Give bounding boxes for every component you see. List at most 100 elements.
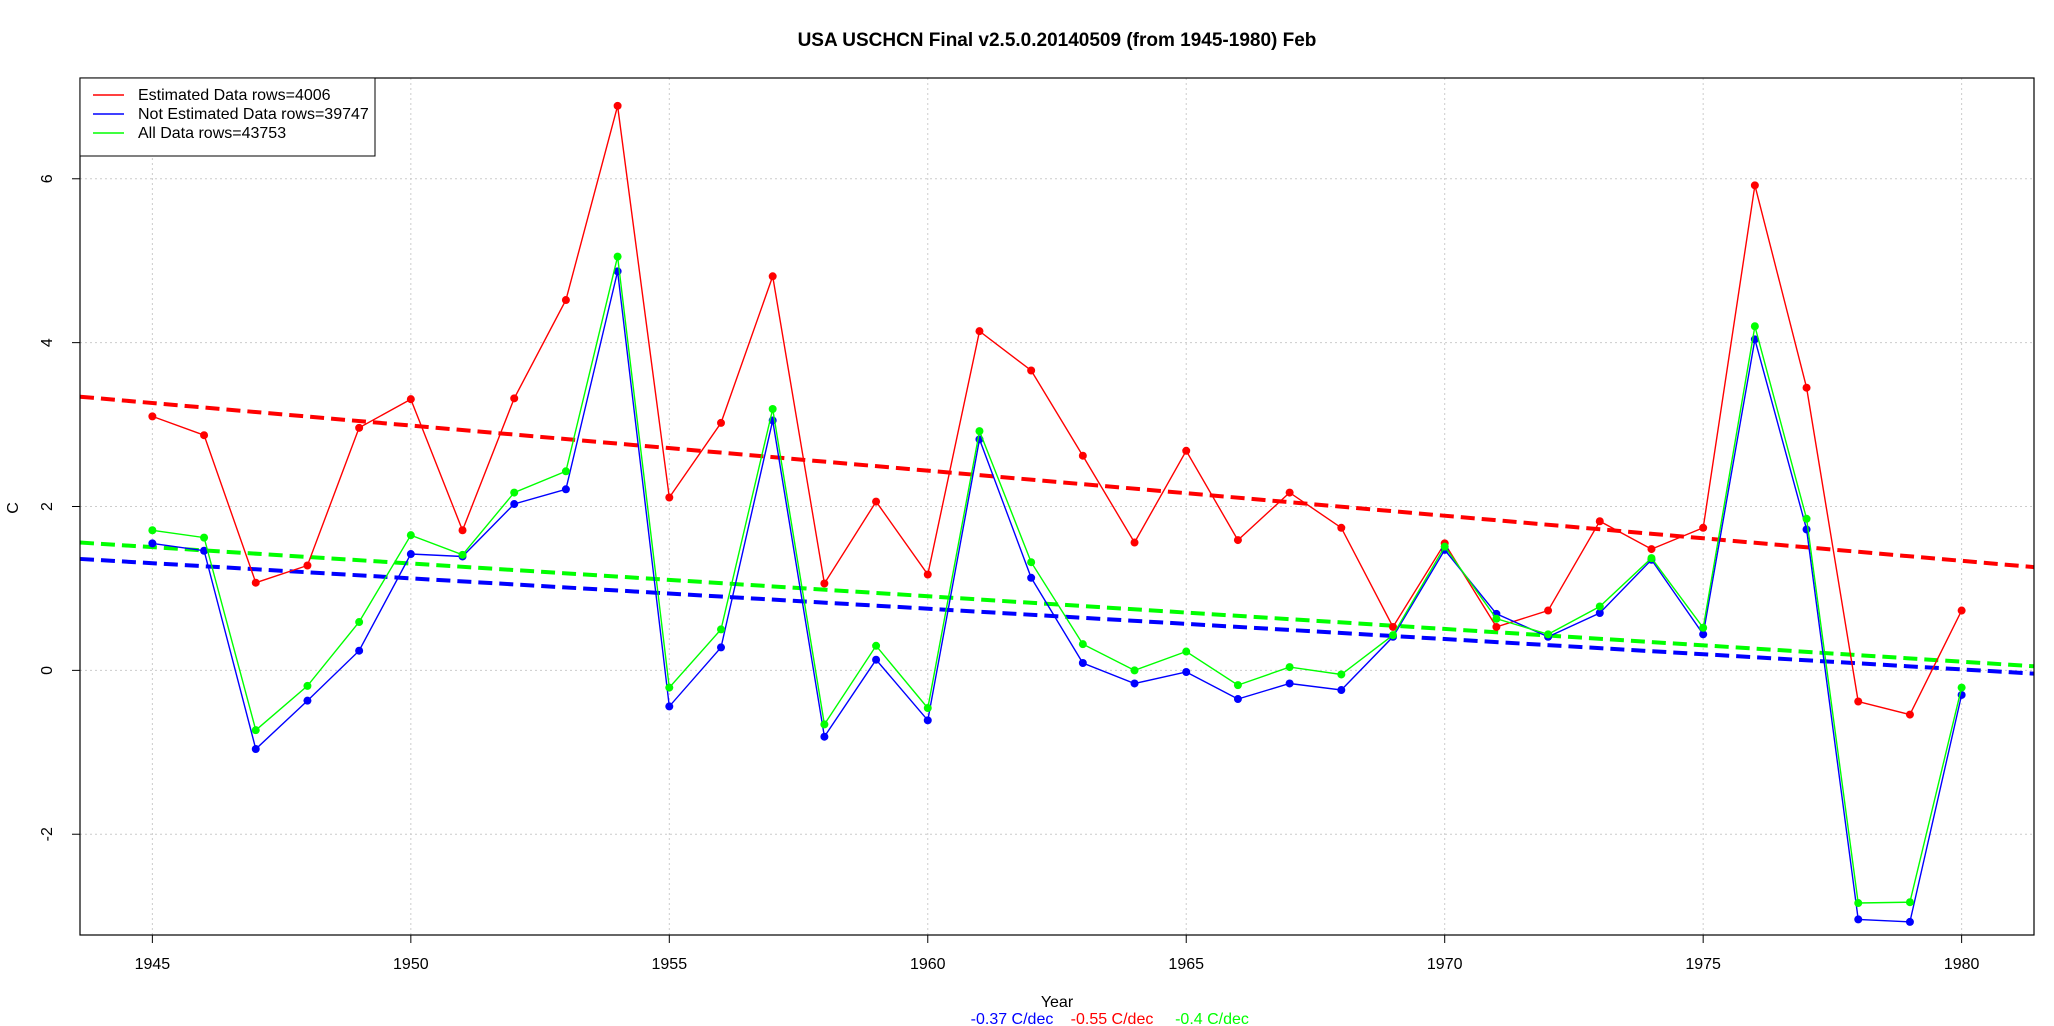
x-tick-label: 1960 <box>910 956 946 973</box>
data-point <box>303 681 312 690</box>
data-point <box>1905 710 1914 719</box>
data-point <box>1130 666 1139 675</box>
data-point <box>975 427 984 436</box>
data-point <box>251 726 260 735</box>
data-point <box>406 550 415 559</box>
data-point <box>355 423 364 432</box>
y-tick-label: 2 <box>39 502 56 511</box>
data-point <box>613 252 622 261</box>
trend-line <box>79 556 2035 676</box>
x-tick-label: 1975 <box>1685 956 1721 973</box>
trend-summary: -0.37 C/dec -0.55 C/dec -0.4 C/dec <box>971 1011 1249 1026</box>
data-point <box>1647 554 1656 563</box>
data-point <box>1854 899 1863 908</box>
legend-label: Not Estimated Data rows=39747 <box>138 106 369 123</box>
data-point <box>1699 630 1708 639</box>
data-point <box>1854 697 1863 706</box>
data-point <box>665 683 674 692</box>
data-point <box>458 550 467 559</box>
data-point <box>1027 573 1036 582</box>
legend-box <box>79 77 376 157</box>
data-point <box>1078 640 1087 649</box>
data-point <box>1647 545 1656 554</box>
x-tick-label: 1945 <box>135 956 171 973</box>
data-point <box>1854 915 1863 924</box>
legend-label: All Data rows=43753 <box>138 125 286 142</box>
data-point <box>355 618 364 627</box>
data-point <box>1802 383 1811 392</box>
trend-lines <box>79 394 2035 676</box>
data-point <box>303 696 312 705</box>
data-point <box>872 497 881 506</box>
data-point <box>1595 517 1604 526</box>
data-point <box>561 296 570 305</box>
data-point <box>872 641 881 650</box>
data-point <box>716 418 725 427</box>
x-tick-label: 1950 <box>393 956 429 973</box>
data-point <box>1492 622 1501 631</box>
data-point <box>1389 631 1398 640</box>
data-point <box>200 546 209 555</box>
y-tick-label: 0 <box>39 666 56 675</box>
data-point <box>1182 647 1191 656</box>
data-point <box>1905 898 1914 907</box>
axes: 1945 1950 1955 1960 1965 1970 1975 1980 -2 0 2 4 6 <box>39 174 1980 973</box>
data-point <box>665 493 674 502</box>
data-point <box>1802 525 1811 534</box>
grid <box>80 78 2034 935</box>
data-point <box>1440 542 1449 551</box>
data-point <box>923 716 932 725</box>
data-point <box>768 405 777 414</box>
data-point <box>1595 609 1604 618</box>
x-tick-label: 1965 <box>1168 956 1204 973</box>
data-point <box>1905 917 1914 926</box>
trend-line <box>79 394 2035 570</box>
data-point <box>200 533 209 542</box>
data-point <box>1233 536 1242 545</box>
data-point <box>923 704 932 713</box>
data-point <box>1182 446 1191 455</box>
data-point <box>1544 606 1553 615</box>
data-point <box>510 488 519 497</box>
data-point <box>1699 623 1708 632</box>
data-point <box>1130 538 1139 547</box>
series-line <box>152 105 1963 716</box>
x-tick-label: 1980 <box>1944 956 1980 973</box>
data-point <box>1337 670 1346 679</box>
x-axis-label: Year <box>1041 994 1074 1011</box>
data-point <box>1233 681 1242 690</box>
data-point <box>1750 181 1759 190</box>
data-point <box>768 272 777 281</box>
data-point <box>1957 606 1966 615</box>
data-point <box>1027 366 1036 375</box>
x-tick-label: 1955 <box>652 956 688 973</box>
data-point <box>1130 679 1139 688</box>
data-point <box>716 643 725 652</box>
data-point <box>820 579 829 588</box>
data-point <box>148 539 157 548</box>
data-point <box>251 745 260 754</box>
x-tick-label: 1970 <box>1427 956 1463 973</box>
data-point <box>561 467 570 476</box>
data-point <box>1285 663 1294 672</box>
trend-rate-label: -0.4 C/dec <box>1175 1011 1249 1026</box>
data-point <box>1389 622 1398 631</box>
data-point <box>1182 668 1191 677</box>
y-tick-label: -2 <box>39 827 56 841</box>
legend: Estimated Data rows=4006 Not Estimated Da… <box>79 77 376 157</box>
series-lines <box>148 101 1966 926</box>
data-point <box>1078 451 1087 460</box>
data-point <box>1078 658 1087 667</box>
trend-rate-label: -0.37 C/dec <box>971 1011 1054 1026</box>
legend-label: Estimated Data rows=4006 <box>138 87 331 104</box>
data-point <box>303 561 312 570</box>
y-tick-label: 6 <box>39 174 56 183</box>
data-point <box>510 500 519 509</box>
data-point <box>1595 602 1604 611</box>
data-point <box>1337 686 1346 695</box>
data-point <box>148 412 157 421</box>
data-point <box>251 578 260 587</box>
data-point <box>1027 558 1036 567</box>
data-point <box>1492 614 1501 623</box>
